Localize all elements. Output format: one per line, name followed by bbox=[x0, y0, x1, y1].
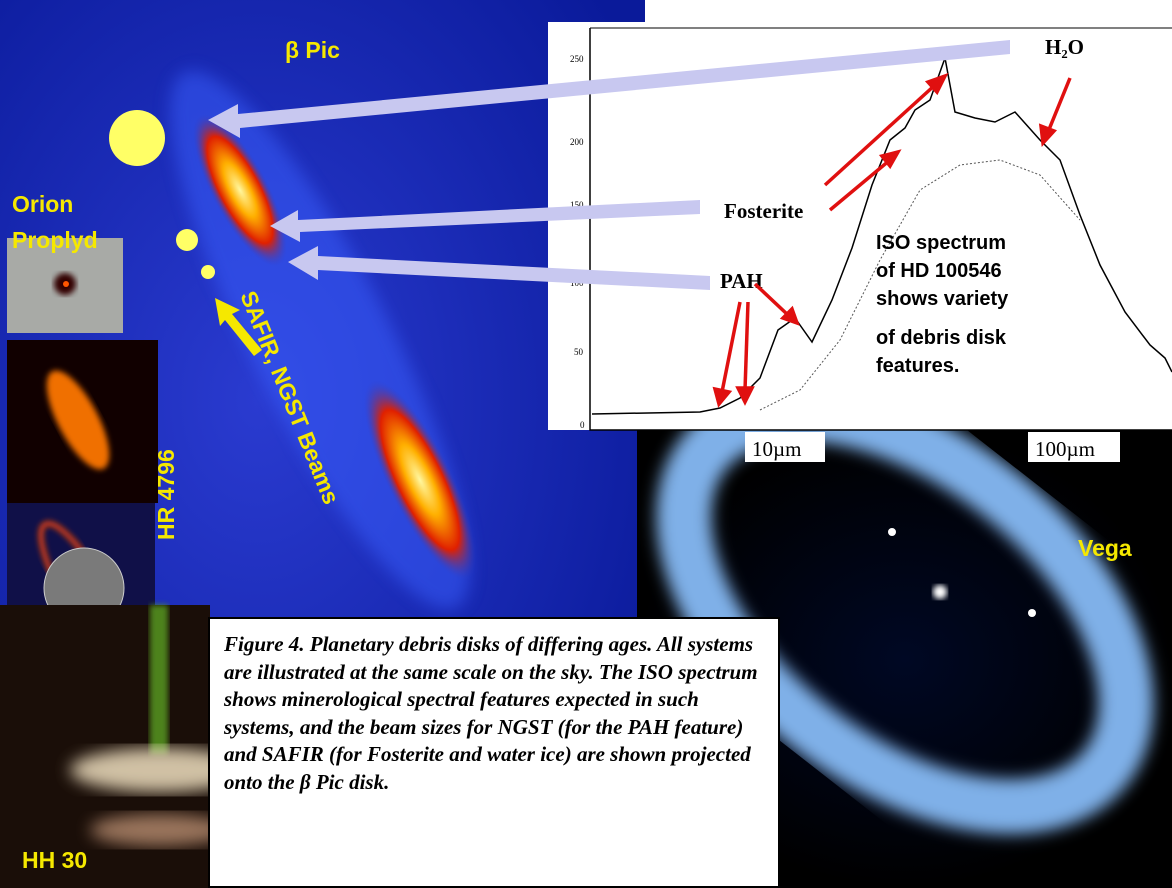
fosterite-label: Fosterite bbox=[724, 199, 803, 223]
disk-lower bbox=[363, 380, 477, 580]
caption: Figure 4. Planetary debris disks of diff… bbox=[208, 617, 780, 888]
spectrum-panel bbox=[548, 22, 1172, 430]
spectrum-axes bbox=[589, 28, 1172, 431]
note-line: of HD 100546 bbox=[876, 260, 1002, 282]
vega-star bbox=[933, 585, 947, 599]
note-line: of debris disk bbox=[876, 327, 1007, 349]
spectrum-note: ISO spectrum of HD 100546 shows variety … bbox=[876, 232, 1009, 377]
beam-medium bbox=[176, 229, 198, 251]
vega-label: Vega bbox=[1078, 535, 1132, 561]
spectrum-curve bbox=[591, 55, 1172, 415]
beam-pointers bbox=[208, 40, 1010, 290]
y-tick-label: 200 bbox=[570, 137, 584, 147]
hh30-label: HH 30 bbox=[22, 847, 87, 873]
red-arrows bbox=[712, 72, 1072, 408]
note-line: shows variety bbox=[876, 288, 1009, 310]
y-tick-label: 50 bbox=[574, 347, 584, 357]
hh30-disk-upper bbox=[70, 748, 250, 792]
label-box bbox=[745, 432, 825, 462]
h2o-label: H₂O bbox=[1045, 35, 1084, 59]
hh30-jet bbox=[150, 605, 168, 755]
note-line: features. bbox=[876, 355, 959, 377]
label-box bbox=[1008, 30, 1113, 62]
beam-large bbox=[109, 110, 165, 166]
pah-label: PAH bbox=[720, 269, 763, 293]
vega-ring bbox=[656, 385, 1154, 835]
x-tick-label: 10µm bbox=[752, 437, 801, 461]
proplyd-core bbox=[63, 281, 69, 287]
vega-dot bbox=[888, 528, 896, 536]
y-tick-label: 150 bbox=[570, 200, 584, 210]
vega-dot bbox=[1028, 609, 1036, 617]
hr4796-disk bbox=[46, 370, 110, 470]
disk-upper bbox=[193, 113, 287, 267]
y-tick-label: 250 bbox=[570, 54, 584, 64]
y-tick-label: 0 bbox=[580, 420, 585, 430]
beta-pic-label: β Pic bbox=[285, 37, 340, 63]
note-line: ISO spectrum bbox=[876, 232, 1006, 254]
hr4796-label: HR 4796 bbox=[153, 449, 179, 540]
orion-label: Orion bbox=[12, 191, 73, 217]
proplyd-label: Proplyd bbox=[12, 227, 98, 253]
label-box bbox=[1028, 432, 1120, 462]
hh30-image bbox=[0, 605, 210, 888]
hh30-disk-lower bbox=[90, 814, 230, 846]
beam-small bbox=[201, 265, 215, 279]
beam-arrow bbox=[215, 298, 262, 356]
x-tick-label: 100µm bbox=[1035, 437, 1095, 461]
